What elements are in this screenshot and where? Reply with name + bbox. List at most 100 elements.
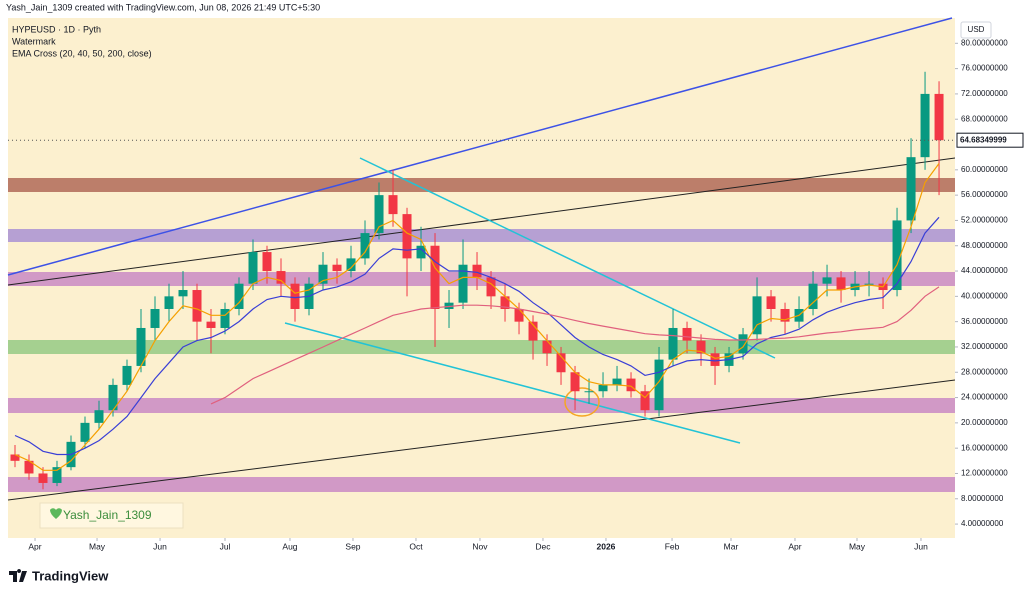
x-tick-label: 2026 <box>597 541 616 551</box>
candle-body <box>234 283 244 309</box>
candle-body <box>668 327 678 360</box>
candle-body <box>486 277 496 297</box>
x-tick-label: Apr <box>28 541 41 551</box>
candle-body <box>206 321 216 328</box>
candle-body <box>696 340 706 354</box>
brand: TradingView <box>9 568 109 583</box>
candle-body <box>360 233 370 259</box>
candle-body <box>808 283 818 309</box>
y-tick-label: 80.00000000 <box>961 38 1008 47</box>
x-tick-label: May <box>89 541 106 551</box>
candle-body <box>108 384 118 411</box>
support-zone <box>8 398 955 413</box>
candle-body <box>598 384 608 392</box>
candle-body <box>178 290 188 297</box>
candle-body <box>906 157 916 221</box>
currency: USD <box>968 25 985 34</box>
candle-body <box>122 365 132 385</box>
candle-body <box>934 93 944 141</box>
x-tick-label: Jun <box>914 541 928 551</box>
candle-body <box>626 378 636 392</box>
candle-body <box>570 372 580 392</box>
candle-body <box>430 245 440 309</box>
y-tick-label: 72.00000000 <box>961 89 1008 98</box>
currency-box <box>960 21 992 39</box>
candle-body <box>290 283 300 309</box>
y-tick-label: 20.00000000 <box>961 418 1008 427</box>
trend-lines <box>7 17 956 501</box>
trend-line <box>7 157 956 286</box>
last-price-box <box>956 132 1024 148</box>
candle-body <box>24 460 34 474</box>
channel-line <box>284 322 741 444</box>
candle-body <box>248 252 258 284</box>
candle-body <box>542 340 552 354</box>
highlight-circle <box>564 387 600 417</box>
candle-body <box>192 290 202 322</box>
x-tick-label: Sep <box>345 541 360 551</box>
candle-body <box>500 296 510 309</box>
candle-body <box>472 264 482 278</box>
x-tick-label: Aug <box>282 541 297 551</box>
candle-body <box>836 277 846 291</box>
ema-line <box>14 163 940 471</box>
candle-body <box>864 283 874 285</box>
candle-body <box>220 308 230 328</box>
heart-icon <box>50 508 62 519</box>
candle-body <box>52 467 62 483</box>
candle-body <box>738 334 748 354</box>
x-tick-label: Dec <box>535 541 551 551</box>
candle-body <box>136 327 146 366</box>
y-tick-label: 28.00000000 <box>961 367 1008 376</box>
candle-body <box>892 220 902 291</box>
y-tick-label: 32.00000000 <box>961 342 1008 351</box>
candle-body <box>612 378 622 385</box>
candle-body <box>80 422 90 442</box>
y-tick-label: 60.00000000 <box>961 165 1008 174</box>
candle-body <box>766 296 776 309</box>
candle-body <box>416 245 426 259</box>
candle-body <box>374 195 384 234</box>
x-tick-label: Mar <box>724 541 739 551</box>
candle-body <box>10 454 20 461</box>
trend-line <box>7 379 956 501</box>
candle-body <box>682 327 692 341</box>
ema-line <box>210 286 940 405</box>
indicator-label: EMA Cross (20, 40, 50, 200, close) <box>12 48 152 58</box>
candle-body <box>388 195 398 215</box>
support-zone <box>8 229 955 242</box>
x-tick-label: Feb <box>665 541 680 551</box>
candle-body <box>332 264 342 272</box>
y-tick-label: 24.00000000 <box>961 393 1008 402</box>
candle-body <box>822 277 832 284</box>
marks <box>10 71 944 490</box>
y-tick-label: 76.00000000 <box>961 64 1008 73</box>
candle-body <box>94 410 104 423</box>
y-tick-label: 16.00000000 <box>961 443 1008 452</box>
brand-logo <box>9 569 27 582</box>
price-axis <box>955 18 1024 555</box>
x-tick-label: Nov <box>472 541 488 551</box>
candle-body <box>640 391 650 411</box>
candle-body <box>458 264 468 303</box>
y-tick-label: 52.00000000 <box>961 216 1008 225</box>
watermark-box <box>39 502 184 529</box>
candle-body <box>780 308 790 322</box>
candle-body <box>444 302 454 309</box>
y-tick-label: 36.00000000 <box>961 317 1008 326</box>
watermark: Yash_Jain_1309 <box>63 508 152 522</box>
candle-body <box>556 353 566 373</box>
channel-line <box>359 157 776 359</box>
x-tick-label: Oct <box>409 541 423 551</box>
credit: Yash_Jain_1309 created with TradingView.… <box>6 2 320 12</box>
y-tick-label: 44.00000000 <box>961 266 1008 275</box>
candle-body <box>920 93 930 158</box>
candle-body <box>276 271 286 284</box>
symbol: HYPEUSD · 1D · Pyth <box>12 24 101 34</box>
watermark-label: Watermark <box>12 36 56 46</box>
candle-body <box>318 264 328 284</box>
y-tick-label: 56.00000000 <box>961 190 1008 199</box>
y-tick-label: 8.00000000 <box>961 494 1004 503</box>
candle-body <box>150 308 160 328</box>
candle-body <box>528 321 538 341</box>
